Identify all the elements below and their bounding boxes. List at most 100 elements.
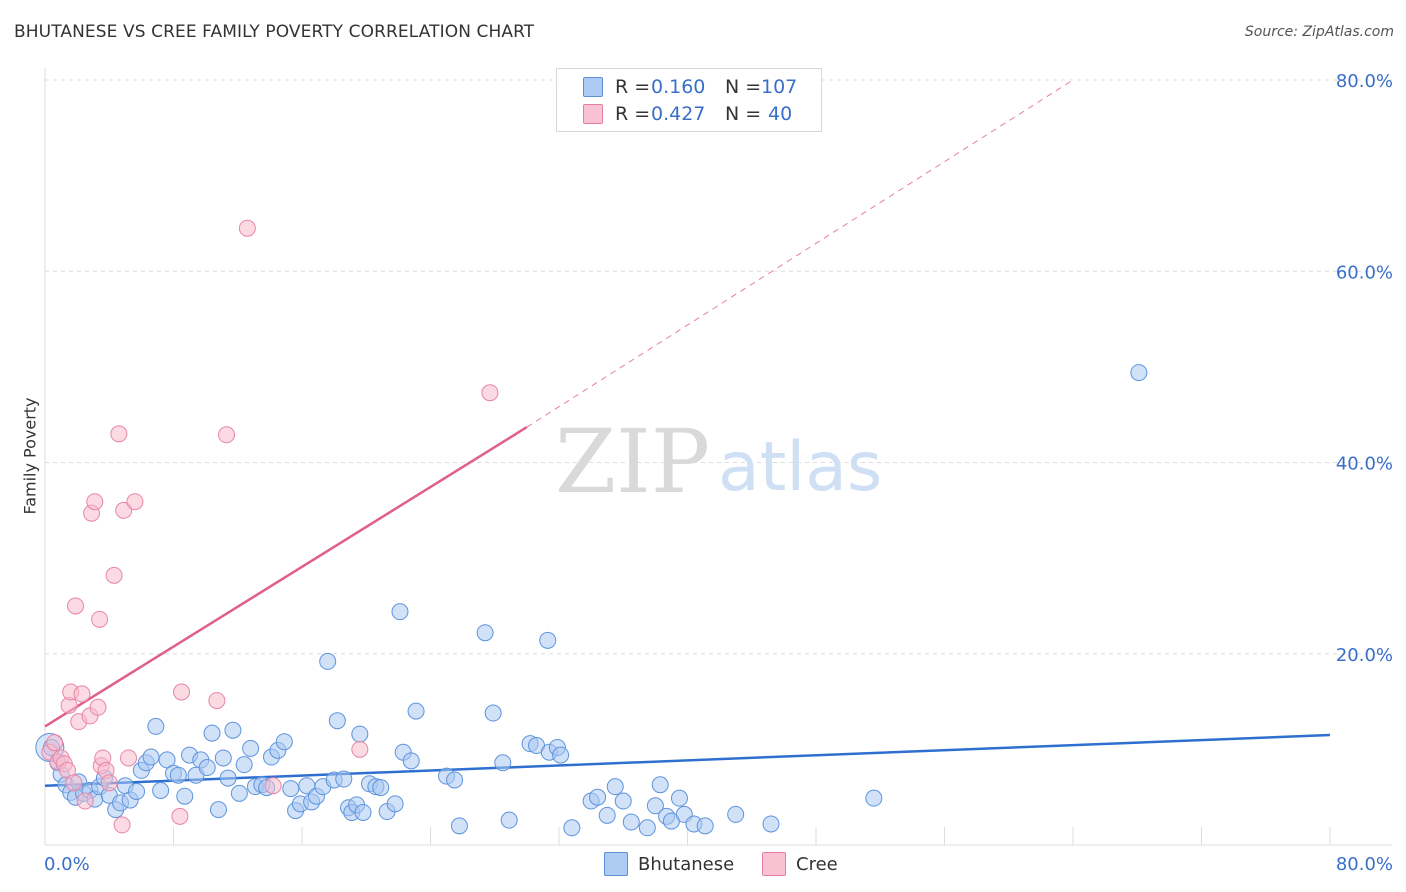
data-point-cree [481, 384, 499, 402]
data-point-bhutanese [696, 817, 714, 835]
data-point-cree [76, 792, 94, 810]
data-point-bhutanese [651, 776, 669, 794]
data-point-bhutanese [176, 787, 194, 805]
data-point-bhutanese [539, 631, 557, 649]
data-point-bhutanese [1130, 364, 1148, 382]
data-point-cree [113, 816, 131, 834]
axes [44, 68, 1392, 846]
x-tick-label: 0.0% [44, 854, 90, 875]
data-point-cree [100, 774, 118, 792]
data-point-bhutanese [407, 702, 425, 720]
data-point-bhutanese [328, 712, 346, 730]
legend-r-label: R = [615, 103, 651, 125]
bottom-legend-label-cree: Cree [796, 853, 838, 875]
data-point-bhutanese [242, 739, 260, 757]
data-point-bhutanese [235, 756, 253, 774]
data-point-bhutanese [552, 746, 570, 764]
data-point-cree [238, 219, 256, 237]
data-point-bhutanese [386, 795, 404, 813]
data-point-bhutanese [402, 752, 420, 770]
data-point-bhutanese [209, 801, 227, 819]
x-tick-label: 80.0% [1336, 854, 1393, 875]
data-point-bhutanese [646, 797, 664, 815]
legend-r-value: 0.160 [651, 76, 706, 98]
legend-r-value: 0.427 [651, 103, 706, 125]
legend-swatch-cree [583, 104, 603, 124]
bottom-legend-cree: Cree [762, 852, 838, 876]
data-point-cree [86, 493, 104, 511]
data-point-bhutanese [372, 779, 390, 797]
data-point-cree [351, 740, 369, 758]
data-point-cree [173, 683, 191, 701]
bottom-legend-swatch-cree [762, 852, 786, 876]
legend-n-label: N = [725, 103, 762, 125]
data-point-cree [264, 777, 282, 795]
data-point-bhutanese [335, 770, 353, 788]
data-point-cree [171, 807, 189, 825]
bottom-legend-swatch-bhutanese [604, 852, 628, 876]
data-point-cree [89, 698, 107, 716]
data-point-bhutanese [500, 811, 518, 829]
data-point-bhutanese [484, 704, 502, 722]
data-point-bhutanese [152, 781, 170, 799]
data-point-cree [110, 425, 128, 443]
data-point-bhutanese [614, 792, 632, 810]
data-point-bhutanese [282, 780, 300, 798]
data-point-cree [73, 685, 91, 703]
data-point-bhutanese [606, 778, 624, 796]
data-point-bhutanese [147, 717, 165, 735]
data-point-bhutanese [203, 724, 221, 742]
data-point-bhutanese [762, 815, 780, 833]
data-point-bhutanese [865, 789, 883, 807]
legend-r-label: R = [615, 76, 651, 98]
data-point-bhutanese [450, 817, 468, 835]
data-point-bhutanese [670, 789, 688, 807]
data-point-bhutanese [224, 721, 242, 739]
data-point-bhutanese [589, 788, 607, 806]
data-point-bhutanese [494, 754, 512, 772]
data-point-bhutanese [598, 806, 616, 824]
watermark-zip: ZIP [555, 410, 710, 513]
data-point-bhutanese [319, 652, 337, 670]
y-tick-label: 20.0% [1336, 645, 1393, 666]
data-point-bhutanese [622, 813, 640, 831]
data-point-cree [67, 597, 85, 615]
data-point-cree [208, 692, 226, 710]
data-point-bhutanese [230, 784, 248, 802]
y-tick-label: 60.0% [1336, 262, 1393, 283]
chart-title: BHUTANESE VS CREE FAMILY POVERTY CORRELA… [14, 22, 535, 42]
data-point-bhutanese [142, 748, 160, 766]
data-point-cree [65, 774, 83, 792]
trend-line-cree-extension [526, 79, 1074, 428]
data-point-cree [91, 610, 109, 628]
tick-labels: 20.0% 40.0% 60.0% 80.0% 0.0% 80.0% [44, 71, 1393, 875]
data-point-bhutanese [214, 749, 232, 767]
data-point-bhutanese [638, 819, 656, 837]
data-point-cree [105, 566, 123, 584]
legend-n-value: 107 [761, 76, 798, 98]
data-point-bhutanese [351, 725, 369, 743]
legend-n-value: 40 [768, 103, 793, 125]
data-point-cree [120, 749, 138, 767]
data-point-cree [126, 493, 144, 511]
data-point-bhutanese [169, 766, 187, 784]
data-point-cree [115, 501, 133, 519]
watermark: ZIP atlas [555, 410, 882, 513]
data-point-bhutanese [563, 819, 581, 837]
y-tick-label: 80.0% [1336, 71, 1393, 92]
grid-lines [45, 79, 1392, 845]
bottom-legend-label-bhutanese: Bhutanese [638, 853, 735, 875]
data-point-bhutanese [128, 782, 146, 800]
data-point-bhutanese [354, 803, 372, 821]
data-point-bhutanese [275, 733, 293, 751]
data-point-bhutanese [391, 603, 409, 621]
trend-line-cree [44, 426, 528, 728]
data-point-bhutanese [219, 769, 237, 787]
legend: R = 0.160 N = 107 R = 0.427 N = 40 [556, 68, 822, 132]
legend-row-bhutanese: R = 0.160 N = 107 [557, 74, 821, 100]
data-points [35, 219, 1148, 837]
legend-n-label: N = [725, 76, 762, 98]
data-point-cree [218, 426, 236, 444]
data-point-cree [46, 734, 64, 752]
